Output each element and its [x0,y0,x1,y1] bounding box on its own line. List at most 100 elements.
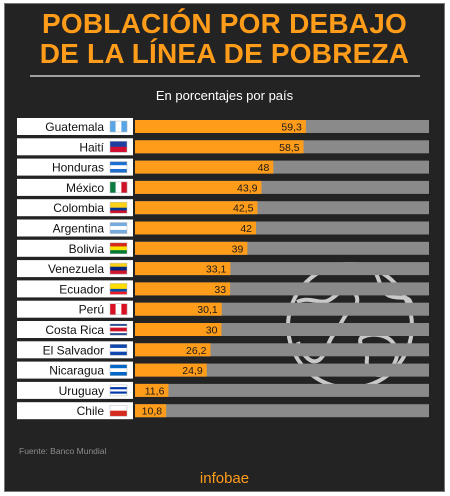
flag-icon [109,404,128,417]
data-label: 24,9 [182,365,203,377]
bar [135,383,169,397]
category-label: Argentina [53,222,105,236]
country-label-box [17,361,133,379]
chart-title-line-2: DE LA LÍNEA DE POBREZA [39,38,410,69]
flag-icon [109,181,128,194]
bar-track [135,363,429,377]
data-label: 11,6 [145,385,165,397]
bar-row: 10,8 Chile [17,402,429,420]
country-label-box [17,402,133,420]
flag-icon [109,384,128,397]
bar-chart: 59,3 Guatemala 58,5 Haití 48 Honduras 43,9 Méxi… [17,118,429,420]
flag-icon [109,323,128,336]
data-label: 33,1 [206,264,227,276]
country-label-box [17,158,133,176]
data-label: 42 [240,223,252,235]
category-label: El Salvador [43,343,104,357]
country-label-box [17,280,133,298]
country-label-box [17,300,133,318]
category-label: México [66,181,104,195]
flag-icon [109,344,128,356]
bar [135,282,231,296]
category-label: Nicaragua [49,364,104,378]
bar-row: 11,6 Uruguay [17,381,429,399]
data-label: 48 [258,162,270,174]
bar [135,302,222,316]
category-label: Venezuela [48,262,104,276]
category-label: Colombia [53,201,104,215]
country-label-box [17,118,133,135]
flag-icon [109,303,128,315]
source-note: Fuente: Banco Mundial [19,446,107,456]
brand-logo: infobae [199,470,250,487]
flag-icon [109,201,128,214]
bar [135,241,248,255]
bar-row: 48 Honduras [17,158,429,176]
bar [135,323,222,336]
flag-icon [109,222,128,234]
chart-subtitle: En porcentajes por país [155,88,294,103]
bar-row: 33 Ecuador [17,280,429,298]
category-label: Uruguay [59,384,104,398]
flag-icon [109,161,128,173]
bar-track [135,404,429,418]
bar-row: 59,3 Guatemala [17,118,429,135]
data-label: 58,5 [279,142,300,154]
title-divider [30,75,420,77]
category-label: Haití [79,140,104,154]
bar [135,180,262,194]
country-label-box [17,341,133,359]
category-label: Costa Rica [45,323,104,337]
data-label: 10,8 [142,406,163,418]
bar [135,160,274,174]
data-label: 30 [206,325,218,337]
country-label-box [17,219,133,237]
country-label-box [17,138,133,156]
data-label: 30,1 [197,304,218,316]
bar [135,221,257,235]
flag-icon [109,364,128,376]
category-label: Perú [79,303,104,317]
bar [135,262,231,276]
data-label: 33 [214,284,226,296]
category-label: Bolivia [69,242,105,256]
bar-row: 42 Argentina [17,219,429,237]
category-label: Guatemala [45,120,104,134]
bar-row: 42,5 Colombia [17,199,429,217]
bar [135,343,211,357]
bar [135,120,306,133]
flag-icon [109,283,128,295]
bar-row: 39 Bolivia [17,239,429,257]
infographic-frame: POBLACIÓN POR DEBAJO DE LA LÍNEA DE POBR… [4,3,445,492]
chart-title-line-1: POBLACIÓN POR DEBAJO [42,8,407,39]
bar-rows: 59,3 Guatemala 58,5 Haití 48 Honduras 43,9 Méxi… [17,118,429,420]
bar-row: 30,1 Perú [17,300,429,318]
bar [135,363,207,377]
bar [135,140,304,154]
flag-icon [109,141,128,153]
bar-row: 58,5 Haití [17,138,429,156]
country-label-box [17,260,133,278]
country-label-box [17,178,133,196]
bar-row: 30 Costa Rica [17,321,429,338]
data-label: 42,5 [233,203,254,215]
bar [135,201,258,215]
data-label: 43,9 [237,182,258,194]
category-label: Ecuador [59,282,104,296]
country-label-box [17,199,133,217]
bar-track [135,383,429,397]
flag-icon [109,262,128,275]
data-label: 39 [232,243,244,255]
data-label: 26,2 [186,345,207,357]
category-label: Honduras [52,161,104,175]
category-label: Chile [77,404,105,418]
flag-icon [109,242,128,255]
flag-icon [109,120,128,133]
country-label-box [17,381,133,399]
bar-row: 43,9 México [17,178,429,196]
bar [135,404,167,418]
bar-row: 24,9 Nicaragua [17,361,429,379]
data-label: 59,3 [281,122,302,134]
bar-row: 26,2 El Salvador [17,341,429,359]
country-label-box [17,321,133,338]
